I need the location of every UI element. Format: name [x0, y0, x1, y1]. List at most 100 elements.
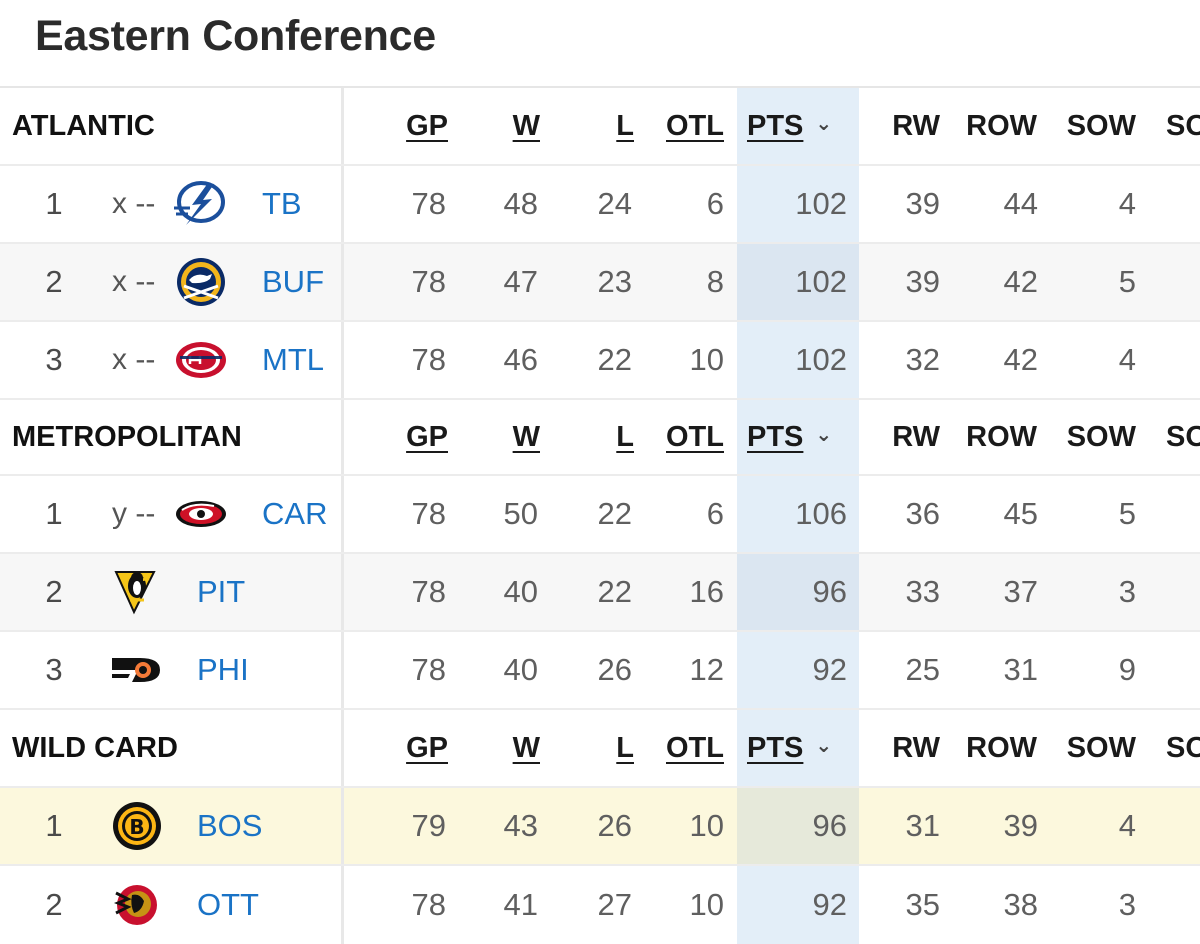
- col-header-sow[interactable]: SOW: [1066, 731, 1136, 764]
- rw-value: 36: [905, 496, 940, 531]
- rank: 2: [45, 264, 63, 299]
- clinch-indicator: x --: [112, 265, 156, 298]
- col-header-otl[interactable]: OTL: [666, 420, 724, 453]
- pts-value: 96: [812, 808, 847, 843]
- col-header-l[interactable]: L: [616, 420, 634, 453]
- table-row[interactable]: 1 B BOS 79 43 26 10 96 31 39 4: [0, 788, 1200, 866]
- otl-value: 16: [689, 574, 724, 609]
- w-value: 41: [503, 887, 538, 922]
- col-header-otl[interactable]: OTL: [666, 109, 724, 142]
- col-header-w[interactable]: W: [512, 109, 540, 142]
- w-value: 40: [503, 574, 538, 609]
- table-row[interactable]: 2 x -- BUF 78 47 23 8 102 39 42 5: [0, 244, 1200, 322]
- l-value: 24: [597, 186, 632, 221]
- col-header-gp[interactable]: GP: [406, 420, 448, 453]
- table-row[interactable]: 2 OTT 78 41 27 10 92 35 38 3: [0, 866, 1200, 944]
- rw-value: 32: [905, 342, 940, 377]
- table-row[interactable]: 1 x -- TB 78 48 24 6 102 39 44 4: [0, 166, 1200, 244]
- col-header-row[interactable]: ROW: [966, 420, 1037, 453]
- rank: 1: [45, 496, 63, 531]
- rank: 1: [45, 808, 63, 843]
- page-title: Eastern Conference: [35, 12, 436, 60]
- otl-value: 12: [689, 652, 724, 687]
- col-header-rw[interactable]: RW: [892, 731, 940, 764]
- col-header-sow[interactable]: SOW: [1066, 109, 1136, 142]
- penguins-logo: [114, 571, 156, 615]
- l-value: 22: [597, 574, 632, 609]
- division-name: ATLANTIC: [12, 109, 155, 142]
- col-header-w[interactable]: W: [512, 420, 540, 453]
- bruins-logo: B: [113, 802, 161, 850]
- col-header-row[interactable]: ROW: [966, 109, 1037, 142]
- table-row[interactable]: 3 PHI 78 40 26 12 92 25 31 9: [0, 632, 1200, 710]
- rw-value: 35: [905, 887, 940, 922]
- col-header-pts[interactable]: PTS ⌄: [747, 731, 833, 764]
- rank: 2: [45, 574, 63, 609]
- col-header-otl[interactable]: OTL: [666, 731, 724, 764]
- sow-value: 5: [1118, 496, 1136, 531]
- gp-value: 78: [411, 342, 446, 377]
- row-value: 39: [1003, 808, 1038, 843]
- team-link[interactable]: PIT: [197, 574, 246, 609]
- row-value: 45: [1003, 496, 1038, 531]
- flyers-logo: [112, 658, 160, 682]
- rank: 3: [45, 342, 63, 377]
- table-row[interactable]: 1 y -- CAR 78 50 22 6 106 36 45 5: [0, 476, 1200, 554]
- l-value: 22: [597, 342, 632, 377]
- col-header-row[interactable]: ROW: [966, 731, 1037, 764]
- row-value: 42: [1003, 264, 1038, 299]
- rw-value: 25: [905, 652, 940, 687]
- col-header-gp[interactable]: GP: [406, 109, 448, 142]
- team-link[interactable]: PHI: [197, 652, 249, 687]
- otl-value: 10: [689, 342, 724, 377]
- col-header-rw[interactable]: RW: [892, 109, 940, 142]
- l-value: 26: [597, 808, 632, 843]
- otl-value: 10: [689, 887, 724, 922]
- clinch-indicator: x --: [112, 343, 156, 376]
- lightning-logo: [174, 181, 225, 225]
- col-header-so[interactable]: SO: [1166, 420, 1200, 453]
- clinch-indicator: x --: [112, 187, 156, 220]
- pts-value: 92: [812, 887, 847, 922]
- chevron-down-icon: ⌄: [815, 112, 833, 135]
- col-header-pts[interactable]: PTS ⌄: [747, 420, 833, 453]
- otl-value: 8: [706, 264, 724, 299]
- table-row[interactable]: 2 PIT 78 40 22 16 96 33 37 3: [0, 554, 1200, 632]
- gp-value: 78: [411, 496, 446, 531]
- team-link[interactable]: TB: [262, 186, 302, 221]
- l-value: 22: [597, 496, 632, 531]
- w-value: 47: [503, 264, 538, 299]
- col-header-l[interactable]: L: [616, 109, 634, 142]
- col-header-so[interactable]: SO: [1166, 109, 1200, 142]
- col-header-pts[interactable]: PTS ⌄: [747, 109, 833, 142]
- col-header-gp[interactable]: GP: [406, 731, 448, 764]
- division-header-metropolitan: METROPOLITAN GP W L OTL PTS ⌄ RW ROW SOW …: [0, 400, 1200, 476]
- pts-value: 102: [795, 186, 847, 221]
- table-row[interactable]: 3 x -- MTL 78 46 22 10 102 32 42 4: [0, 322, 1200, 400]
- team-link[interactable]: BUF: [262, 264, 324, 299]
- col-header-so[interactable]: SO: [1166, 731, 1200, 764]
- col-header-rw[interactable]: RW: [892, 420, 940, 453]
- division-header-wild-card: WILD CARD GP W L OTL PTS ⌄ RW ROW SOW SO: [0, 710, 1200, 788]
- team-link[interactable]: OTT: [197, 887, 259, 922]
- otl-value: 10: [689, 808, 724, 843]
- col-header-w[interactable]: W: [512, 731, 540, 764]
- col-header-sow[interactable]: SOW: [1066, 420, 1136, 453]
- row-value: 31: [1003, 652, 1038, 687]
- pts-value: 96: [812, 574, 847, 609]
- team-link[interactable]: BOS: [197, 808, 263, 843]
- pts-value: 92: [812, 652, 847, 687]
- sabres-logo: [177, 258, 225, 306]
- rank: 2: [45, 887, 63, 922]
- team-link[interactable]: MTL: [262, 342, 324, 377]
- gp-value: 79: [411, 808, 446, 843]
- team-link[interactable]: CAR: [262, 496, 328, 531]
- sow-value: 4: [1118, 808, 1136, 843]
- sow-value: 4: [1118, 342, 1136, 377]
- gp-value: 78: [411, 264, 446, 299]
- pts-value: 106: [795, 496, 847, 531]
- otl-value: 6: [706, 186, 724, 221]
- l-value: 27: [597, 887, 632, 922]
- sow-value: 9: [1118, 652, 1136, 687]
- col-header-l[interactable]: L: [616, 731, 634, 764]
